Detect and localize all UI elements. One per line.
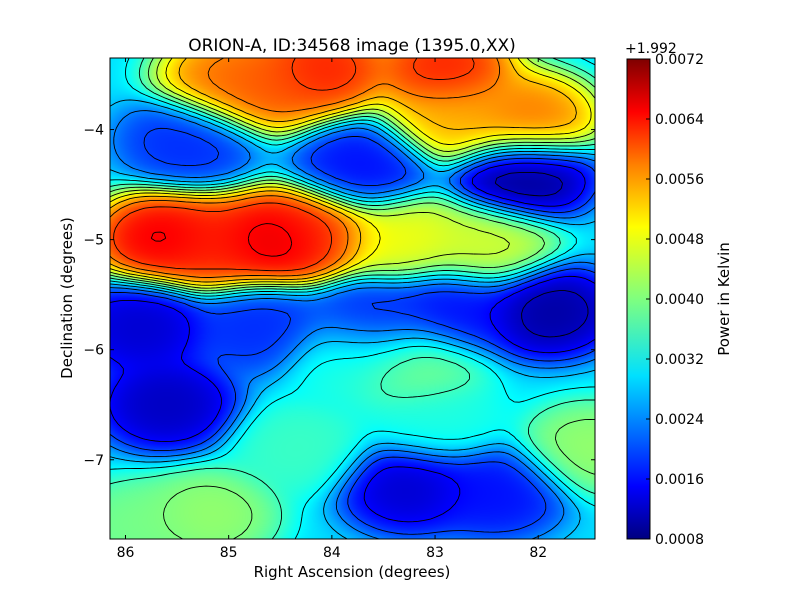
x-axis-label: Right Ascension (degrees) <box>254 563 451 581</box>
colorbar-tick-label: 0.0056 <box>655 172 704 188</box>
colorbar-tick-label: 0.0064 <box>655 112 704 128</box>
x-tick-label: 84 <box>323 545 341 561</box>
x-tick-label: 85 <box>220 545 238 561</box>
contour-level <box>110 162 595 523</box>
x-tick-label: 86 <box>117 545 135 561</box>
contour-level <box>110 58 595 539</box>
colorbar-tick-label: 0.0040 <box>655 292 704 308</box>
contour-level <box>110 58 501 278</box>
x-tick-label: 83 <box>426 545 444 561</box>
colorbar-tick-label: 0.0024 <box>655 412 704 428</box>
x-tick-label: 82 <box>529 545 547 561</box>
colorbar-label: Power in Kelvin <box>715 242 733 356</box>
plot-frame <box>109 57 596 540</box>
y-tick-label: −6 <box>83 343 104 359</box>
colorbar-tick-label: 0.0032 <box>655 352 704 368</box>
contour-level <box>150 223 293 257</box>
heatmap-raster <box>110 58 595 539</box>
contour-level <box>110 58 595 289</box>
y-axis-label: Declination (degrees) <box>58 217 76 379</box>
contour-level <box>110 58 577 283</box>
colorbar: 0.0072 0.0064 0.0056 0.0048 0.0040 0.0032 0.00… <box>625 41 733 548</box>
y-tick-label: −7 <box>83 453 104 469</box>
y-tick-label: −4 <box>83 123 104 139</box>
colorbar-ticks: 0.0072 0.0064 0.0056 0.0048 0.0040 0.0032 0.00… <box>646 52 704 548</box>
contour-level <box>110 99 595 539</box>
y-axis: −4 −5 −6 −7 <box>83 123 595 469</box>
colorbar-tick-label: 0.0072 <box>655 52 704 68</box>
contour-level <box>494 171 589 338</box>
colorbar-offset-label: +1.992 <box>625 41 677 57</box>
contour-level <box>110 58 592 286</box>
colorbar-tick-label: 0.0008 <box>655 532 704 548</box>
contour-lines <box>110 58 595 539</box>
x-axis: 86 85 84 83 82 <box>117 58 547 561</box>
contour-level <box>110 127 595 535</box>
y-tick-label: −5 <box>83 233 104 249</box>
contour-level <box>110 58 595 539</box>
contour-level <box>110 58 595 539</box>
contour-level <box>110 110 595 539</box>
colorbar-tick-label: 0.0016 <box>655 472 704 488</box>
chart-title: ORION-A, ID:34568 image (1395.0,XX) <box>188 36 516 56</box>
contour-level <box>113 58 475 272</box>
plot-area <box>109 57 596 540</box>
colorbar-tick-label: 0.0048 <box>655 232 704 248</box>
